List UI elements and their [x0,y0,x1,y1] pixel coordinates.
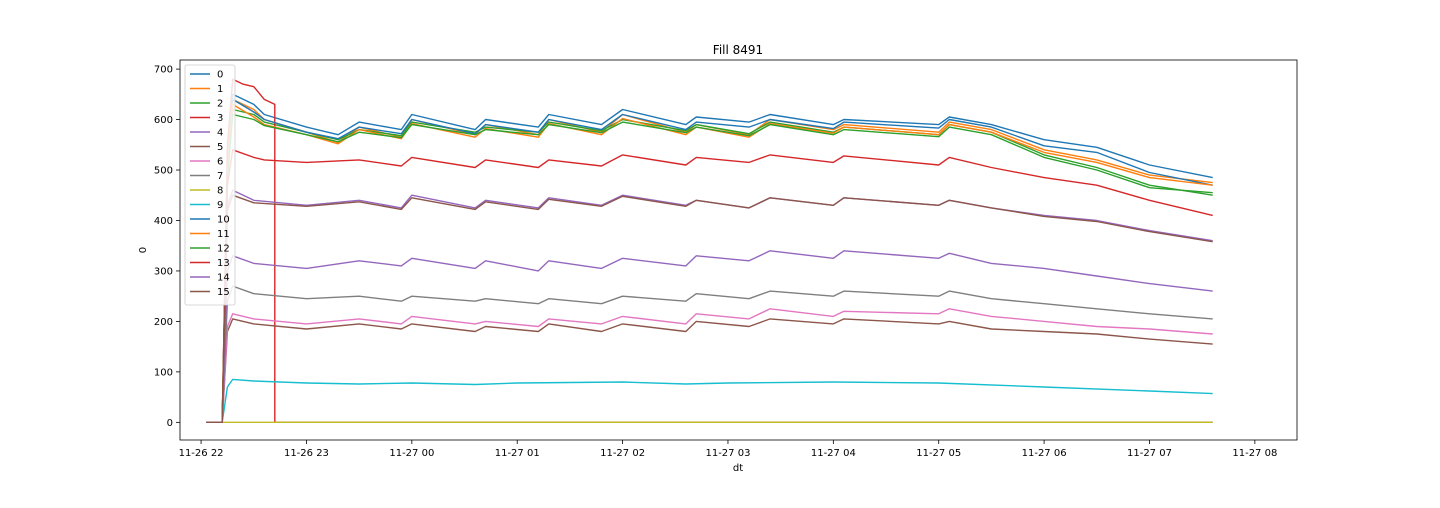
legend-label: 1 [217,84,223,95]
y-tick-label: 0 [167,418,173,429]
y-ticks: 0 100 200 300 400 500 600 700 [154,65,180,429]
y-tick-label: 500 [154,166,173,177]
series-line-12 [206,113,1213,423]
legend-label: 15 [217,287,230,298]
x-ticks: 11-26 22 11-26 23 11-27 00 11-27 01 11-27 02… [179,440,1277,459]
legend-label: 10 [217,215,230,226]
y-tick-label: 400 [154,216,173,227]
series-line-5 [206,318,1213,423]
x-tick-label: 11-27 05 [916,448,961,459]
series-line-15 [206,194,1213,423]
legend-label: 2 [217,99,223,110]
legend-label: 6 [217,157,223,168]
legend-label: 3 [217,113,223,124]
x-tick-label: 11-27 03 [705,448,750,459]
y-tick-label: 600 [154,115,173,126]
x-tick-label: 11-26 23 [284,448,329,459]
series-line-0 [206,93,1213,423]
y-tick-label: 700 [154,65,173,76]
legend-label: 14 [217,273,230,284]
x-tick-label: 11-27 00 [389,448,434,459]
series-layer [206,78,1213,423]
legend-label: 0 [217,70,223,81]
series-line-7 [206,285,1213,423]
legend-label: 12 [217,244,230,255]
x-tick-label: 11-27 04 [811,448,856,459]
series-line-6 [206,308,1213,423]
legend-box [184,64,236,306]
x-tick-label: 11-27 01 [495,448,540,459]
y-axis-label: 0 [138,247,149,253]
x-axis-label: dt [733,463,743,474]
plot-frame [179,59,1298,441]
y-tick-label: 100 [154,367,173,378]
series-line-10 [206,98,1213,423]
series-line-9 [206,378,1213,423]
legend-label: 5 [217,142,223,153]
series-line-14 [206,250,1213,423]
legend-label: 4 [217,128,223,139]
y-tick-label: 300 [154,266,173,277]
x-tick-label: 11-27 06 [1022,448,1067,459]
x-tick-label: 11-27 08 [1232,448,1277,459]
x-tick-label: 11-26 22 [179,448,224,459]
legend-label: 7 [217,171,223,182]
legend-label: 13 [217,258,230,269]
chart-title: Fill 8491 [713,43,763,57]
legend-label: 11 [217,229,230,240]
legend-label: 9 [217,200,223,211]
series-line-13 [206,149,1213,423]
x-tick-label: 11-27 02 [600,448,645,459]
x-tick-label: 11-27 07 [1127,448,1172,459]
legend-label: 8 [217,186,223,197]
y-tick-label: 200 [154,317,173,328]
